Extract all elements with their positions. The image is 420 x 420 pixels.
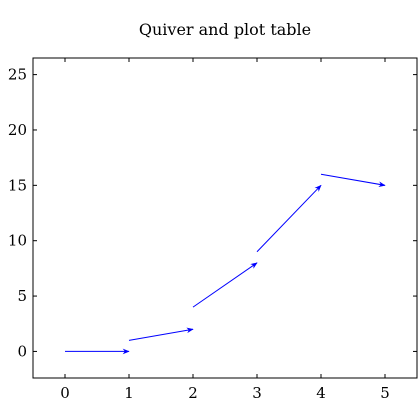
quiver-arrow (320, 173, 386, 188)
plot-frame (32, 57, 418, 379)
x-tick-label: 2 (188, 384, 198, 402)
quiver-arrow (192, 262, 258, 308)
chart-title: Quiver and plot table (139, 20, 311, 39)
plot-area: 0 1 2 3 4 5 0 5 10 15 20 25 (8, 57, 418, 402)
y-tick-label: 0 (17, 342, 27, 360)
x-tick-label: 1 (124, 384, 134, 402)
x-tick-label: 4 (316, 384, 326, 402)
y-tick-label: 25 (8, 66, 27, 84)
quiver-arrow (128, 327, 194, 341)
quiver-arrow (256, 184, 322, 253)
x-tick-label: 5 (380, 384, 390, 402)
y-tick-label: 15 (8, 176, 27, 194)
x-tick-label: 0 (60, 384, 70, 402)
y-tick-label: 5 (17, 287, 27, 305)
y-tick-label: 20 (8, 121, 27, 139)
y-tick-label: 10 (8, 232, 27, 250)
x-tick-label: 3 (252, 384, 262, 402)
